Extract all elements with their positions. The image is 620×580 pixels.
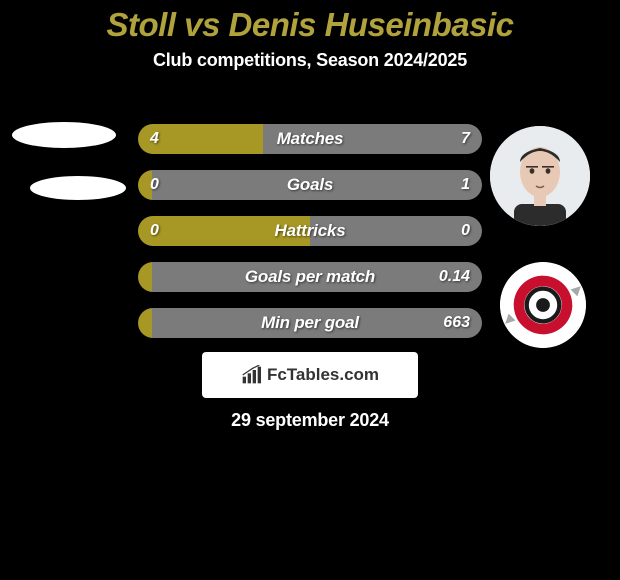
stat-bar-right-value: 663 — [443, 314, 470, 332]
bar-chart-icon — [241, 365, 261, 385]
stat-bar-row: Goals per match0.14 — [138, 262, 482, 292]
stat-bar-row: Matches4 7 — [138, 124, 482, 154]
stat-bar-right-value: 0 — [461, 222, 470, 240]
stat-bar-label: Min per goal — [138, 313, 482, 333]
player-avatar — [490, 126, 590, 226]
stat-bar-label: Matches — [138, 129, 482, 149]
stat-bar-right-value: 7 — [461, 130, 470, 148]
stat-bar-row: Hattricks0 0 — [138, 216, 482, 246]
stat-bar-right-value: 0.14 — [439, 268, 470, 286]
team-logo-avatar — [500, 262, 586, 348]
date-label: 29 september 2024 — [0, 410, 620, 431]
stat-bar-row: Goals0 1 — [138, 170, 482, 200]
stat-bar-label: Hattricks — [138, 221, 482, 241]
fctables-logo-text: FcTables.com — [267, 365, 379, 385]
stat-bar-label: Goals per match — [138, 267, 482, 287]
stat-bar-right-value: 1 — [461, 176, 470, 194]
player-avatar-icon — [490, 126, 590, 226]
page-title: Stoll vs Denis Huseinbasic — [0, 0, 620, 44]
comparison-infographic: Stoll vs Denis Huseinbasic Club competit… — [0, 0, 620, 580]
hurricanes-logo-icon — [500, 262, 586, 348]
ellipse-shape-2 — [30, 176, 126, 200]
stat-bar-row: Min per goal663 — [138, 308, 482, 338]
fctables-logo: FcTables.com — [202, 352, 418, 398]
stat-bar-left-value: 0 — [150, 222, 159, 240]
stat-bar-label: Goals — [138, 175, 482, 195]
stat-bar-left-value: 0 — [150, 176, 159, 194]
subtitle: Club competitions, Season 2024/2025 — [0, 50, 620, 71]
stat-bar-left-value: 4 — [150, 130, 159, 148]
stat-bars-container: Matches47Goals01Hattricks00Goals per mat… — [138, 124, 482, 354]
ellipse-shape-1 — [12, 122, 116, 148]
